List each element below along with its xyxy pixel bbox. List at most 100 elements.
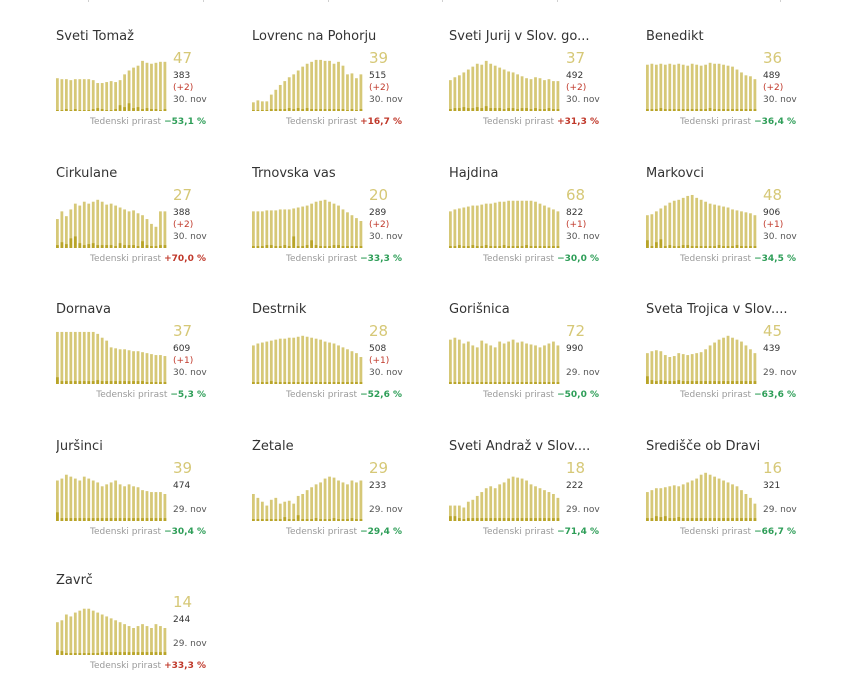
weekly-growth-value: −53,1 % [164, 117, 206, 127]
bar-new [753, 381, 757, 384]
bar-total [56, 331, 59, 384]
bar-total [337, 61, 340, 111]
bar-new [699, 381, 703, 384]
weekly-growth-label: Tedenski prirast [90, 527, 162, 537]
bar-total [64, 614, 68, 655]
municipality-card[interactable]: Trnovska vas 20 289 (+2) 30. nov Tedenski pri… [252, 166, 412, 291]
bar-total [73, 331, 77, 384]
bar-new [471, 108, 475, 111]
bar-new [475, 246, 479, 248]
bar-new [252, 382, 255, 384]
bar-total [735, 486, 739, 521]
weekly-growth: Tedenski prirast −50,0 % [483, 390, 599, 400]
bar-total [260, 342, 264, 384]
bar-total [346, 484, 349, 521]
bar-new [283, 382, 287, 384]
bar-total [538, 203, 542, 248]
bar-total [265, 505, 269, 521]
bar-total [475, 347, 479, 384]
bar-total [274, 497, 278, 521]
bar-new [650, 109, 654, 111]
municipality-card[interactable]: Destrnik 28 508 (+1) 30. nov Tedenski prirast… [252, 302, 412, 427]
bar-new [114, 109, 118, 111]
bar-total [96, 199, 100, 248]
bar-new [498, 108, 502, 111]
bar-total [511, 200, 515, 248]
weekly-growth: Tedenski prirast −66,7 % [680, 527, 796, 537]
bar-new [145, 245, 149, 248]
bar-new [91, 243, 95, 248]
bar-new [96, 653, 100, 655]
bar-new [677, 517, 681, 521]
bar-new [449, 516, 452, 521]
bar-total [355, 353, 358, 384]
bar-new [332, 109, 336, 111]
bar-new [713, 381, 716, 384]
bar-new [109, 518, 113, 521]
municipality-card[interactable]: Središče ob Dravi 16 321 29. nov Tedenski pr… [646, 439, 806, 564]
bar-total [301, 494, 305, 521]
bar-new [69, 381, 73, 384]
bar-total [346, 74, 349, 111]
municipality-card[interactable]: Sveti Andraž v Slov.... 18 222 29. nov Teden… [449, 439, 609, 564]
municipality-card[interactable]: Sveti Tomaž 47 383 (+2) 30. nov Tedenski prir… [56, 29, 216, 154]
top-divider [0, 0, 856, 2]
bar-total [507, 341, 511, 384]
bar-total [507, 200, 511, 248]
bar-new [150, 652, 153, 655]
municipality-card[interactable]: Sveta Trojica v Slov.... 45 439 29. nov Tede… [646, 302, 806, 427]
bar-total [722, 206, 725, 248]
municipality-card[interactable]: Gorišnica 72 990 29. nov Tedenski prirast −50… [449, 302, 609, 427]
bar-new [96, 380, 100, 384]
bar-total [350, 480, 354, 521]
bar-new [274, 109, 278, 111]
municipality-card[interactable]: Dornava 37 609 (+1) 30. nov Tedenski prirast −… [56, 302, 216, 427]
bar-total [346, 212, 349, 248]
municipality-card[interactable]: Žetale 29 233 29. nov Tedenski prirast −29,4 … [252, 439, 412, 564]
bar-total [498, 341, 502, 384]
bar-new [69, 110, 73, 111]
bar-total [484, 488, 488, 521]
bar-total [60, 211, 64, 248]
bar-new [287, 246, 291, 248]
municipality-card[interactable]: Benedikt 36 489 (+2) 30. nov Tedenski prirast… [646, 29, 806, 154]
municipality-card[interactable]: Cirkulane 27 388 (+2) 30. nov Tedenski priras… [56, 166, 216, 291]
bar-new [256, 519, 260, 521]
weekly-growth-value: −71,4 % [557, 527, 599, 537]
active-cases-value: 20 [369, 186, 389, 204]
bar-new [650, 380, 654, 384]
bar-new [145, 108, 149, 111]
bar-total [502, 201, 506, 248]
bar-total [341, 482, 345, 521]
bar-new [132, 652, 135, 655]
weekly-growth: Tedenski prirast −71,4 % [483, 527, 599, 537]
bar-total [547, 492, 551, 521]
municipality-name: Sveti Andraž v Slov.... [449, 439, 591, 454]
municipality-card[interactable]: Markovci 48 906 (+1) 30. nov Tedenski prirast… [646, 166, 806, 291]
bar-total [127, 211, 131, 248]
municipality-card[interactable]: Lovrenc na Pohorju 39 515 (+2) 30. nov Tedens… [252, 29, 412, 154]
weekly-growth: Tedenski prirast +33,3 % [90, 661, 206, 671]
bar-total [265, 101, 269, 111]
bar-total [493, 65, 497, 111]
bar-total [136, 626, 140, 655]
municipality-card[interactable]: Zavrč 14 244 29. nov Tedenski prirast +33,3 % [56, 573, 216, 698]
municipality-card[interactable]: Juršinci 39 474 29. nov Tedenski prirast −30,… [56, 439, 216, 564]
municipality-name: Središče ob Dravi [646, 439, 761, 454]
bar-total [60, 620, 64, 655]
bar-total [449, 80, 452, 111]
bar-new [127, 381, 131, 384]
bar-total [449, 505, 452, 521]
bar-total [449, 339, 452, 384]
municipality-card[interactable]: Sveti Jurij v Slov. go... 37 492 (+2) 30. no… [449, 29, 609, 154]
last-update-date: 29. nov [566, 368, 600, 378]
last-update-date: 30. nov [763, 95, 797, 105]
bar-total [681, 197, 685, 248]
municipality-card[interactable]: Hajdina 68 822 (+1) 30. nov Tedenski prirast −… [449, 166, 609, 291]
bar-new [543, 246, 546, 248]
bar-new [749, 518, 752, 521]
bar-new [82, 518, 86, 521]
bar-new [749, 246, 752, 248]
bar-total [337, 345, 340, 384]
bar-new [296, 515, 300, 521]
